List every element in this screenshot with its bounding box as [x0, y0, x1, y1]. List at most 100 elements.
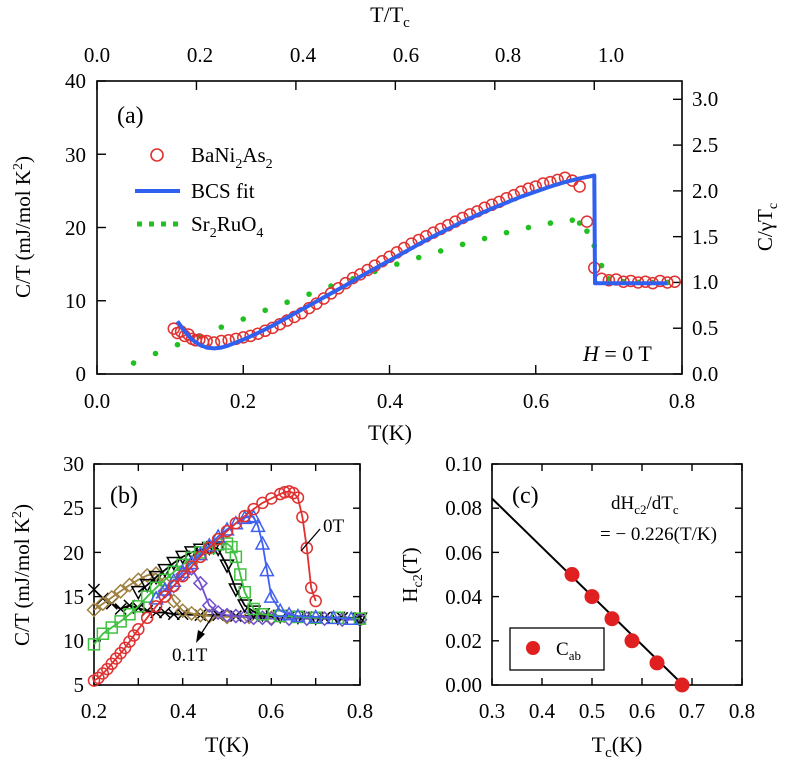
a-right-tick-label: 1.5	[692, 225, 718, 249]
c-ytick-label: 0.04	[445, 585, 482, 609]
series-point-0T	[96, 667, 110, 680]
b-ytick-label: 15	[63, 585, 84, 609]
b-panel-label: (b)	[110, 483, 138, 509]
b-xtick-label: 0.2	[81, 699, 107, 723]
sr2ruo4-point	[569, 217, 576, 223]
hc2-point	[564, 567, 580, 582]
series-point-0.04T	[225, 540, 238, 554]
sr2ruo4-point	[218, 324, 225, 330]
c-slope-annotation-line2: = − 0.226(T/K)	[600, 524, 717, 545]
bani2as2-point	[624, 274, 638, 288]
c-ytick-label: 0.00	[445, 673, 482, 697]
series-point-0T	[220, 524, 234, 538]
c-xtick-label: 0.5	[579, 699, 605, 723]
panel-c-frame	[491, 463, 743, 686]
bani2as2-point	[573, 180, 586, 193]
series-line-0.02T	[155, 515, 352, 620]
panel-a-bottom-tick-labels: 0.0 0.2 0.4 0.6 0.8	[84, 389, 695, 413]
series-point-0.09T	[183, 605, 200, 621]
series-point-0T	[287, 486, 300, 500]
series-point-0T	[247, 502, 260, 516]
series-point-0.04T	[123, 608, 136, 621]
panel-c-x-tick-labels: 0.3 0.4 0.5 0.6 0.7 0.8	[479, 699, 755, 723]
series-point-0.02T	[343, 610, 359, 625]
a-xtick-label: 0.8	[669, 389, 695, 413]
panel-b-y-tick-labels: 5 10 15 20 25 30	[63, 452, 84, 697]
series-point-0.04T	[87, 638, 101, 651]
series-point-0.02T	[263, 588, 280, 603]
b-arrow-0t	[300, 528, 321, 552]
legend-label-bcs-fit: BCS fit	[191, 179, 255, 203]
a-xtick-label: 0.0	[84, 389, 110, 413]
b-x-axis-label: T(K)	[205, 732, 249, 757]
series-point-0.02T	[325, 609, 342, 625]
panel-c-y-tick-labels: 0.00 0.02 0.04 0.06 0.08 0.10	[445, 452, 482, 697]
sr2ruo4-point	[130, 360, 137, 366]
sr2ruo4-point	[584, 228, 590, 234]
series-point-0.08T	[201, 597, 217, 614]
series-point-0.09T	[139, 567, 155, 583]
hc2-point	[584, 589, 600, 605]
sr2ruo4-point	[547, 220, 554, 226]
series-point-0.1T	[167, 608, 180, 621]
sr2ruo4-point	[284, 299, 290, 306]
panel-a-top-tick-labels: 0.0 0.2 0.4 0.6 0.8 1.0	[84, 43, 624, 67]
c-xtick-label: 0.4	[529, 699, 556, 723]
panel-c: 0.3 0.4 0.5 0.6 0.7 0.8 Tc(K) 0.00 0.02 …	[398, 452, 755, 761]
c-xtick-label: 0.6	[629, 699, 655, 723]
series-point-0.09T	[104, 589, 120, 606]
series-point-0T	[158, 590, 172, 603]
c-ytick-label: 0.06	[445, 541, 482, 565]
c-xtick-label: 0.3	[479, 699, 505, 723]
panel-b: 0.2 0.4 0.6 0.8 T(K) 5 10 15 20 25 30 C/…	[10, 452, 373, 757]
series-point-0T	[92, 671, 105, 685]
hc2-point	[649, 655, 665, 671]
a-right-tick-label: 1.0	[692, 270, 718, 294]
series-point-0T	[176, 570, 189, 583]
a-field-annotation: H = 0 T	[582, 341, 652, 366]
bani2as2-point	[653, 274, 667, 288]
a-top-axis-label: T/Tc	[370, 2, 410, 31]
c-ytick-label: 0.10	[445, 452, 482, 476]
a-top-tick-label: 1.0	[598, 43, 624, 67]
series-point-0.02T	[157, 581, 173, 596]
series-point-0.02T	[272, 602, 288, 617]
series-point-0T	[194, 550, 207, 564]
a-top-tick-label: 0.2	[187, 43, 213, 67]
a-xtick-label: 0.2	[230, 389, 256, 413]
a-right-tick-label: 0.0	[692, 362, 718, 386]
hc2-point	[674, 677, 690, 693]
series-point-0.02T	[254, 535, 271, 550]
b-arrow-01t	[200, 613, 215, 635]
c-legend-label: Cab	[556, 639, 581, 663]
c-legend-marker	[526, 641, 540, 655]
panel-a: 0.0 0.2 0.4 0.6 0.8 T(K) 0 10 20 30 40 C…	[11, 2, 781, 445]
series-point-0.04T	[132, 600, 145, 613]
series-point-0T	[211, 532, 225, 546]
panel-b-plot	[86, 485, 368, 687]
panel-a-ticks	[96, 80, 683, 375]
a-top-tick-label: 0.6	[393, 43, 419, 67]
series-point-0T	[278, 486, 291, 499]
series-point-0T	[127, 629, 141, 642]
series-point-0.04T	[114, 615, 127, 628]
b-ytick-label: 5	[74, 673, 85, 697]
panel-a-right-tick-labels: 0.0 0.5 1.0 1.5 2.0 2.5 3.0	[692, 87, 718, 386]
legend-circle-marker	[150, 148, 164, 162]
bcs-fit-line	[175, 173, 668, 351]
series-point-0.09T	[86, 602, 102, 618]
series-point-0.04T	[234, 568, 247, 581]
series-point-0.02T	[259, 562, 275, 577]
b-xtick-label: 0.6	[258, 699, 284, 723]
sr2ruo4-point	[525, 224, 532, 231]
b-ytick-label: 20	[63, 541, 84, 565]
series-point-0.04T	[256, 608, 269, 621]
a-right-tick-label: 2.0	[692, 179, 718, 203]
a-xtick-label: 0.4	[377, 389, 404, 413]
a-x-axis-label: T(K)	[368, 420, 412, 445]
a-panel-label: (a)	[117, 103, 144, 129]
a-ytick-label: 30	[65, 143, 86, 167]
a-ytick-label: 40	[65, 69, 86, 93]
series-point-0.09T	[121, 577, 138, 593]
